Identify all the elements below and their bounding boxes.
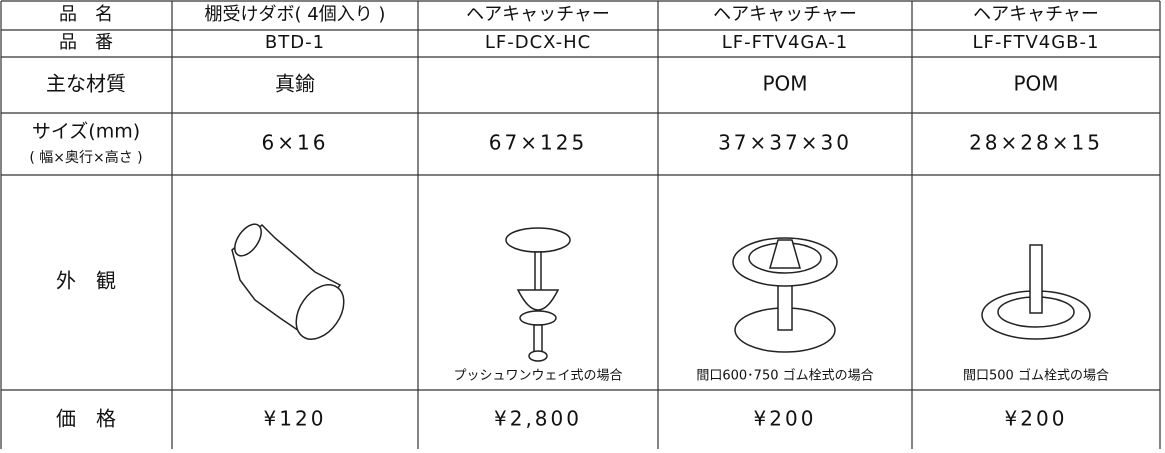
- image-caption: 間口600･750 ゴム栓式の場合: [696, 368, 873, 384]
- cell-text: 真鍮: [275, 72, 315, 96]
- cell-text: LF-FTV4GB-1: [973, 32, 1100, 53]
- image-caption: 間口500 ゴム栓式の場合: [963, 368, 1109, 384]
- cell-text: ヘアキャチャー: [973, 4, 1099, 25]
- cell-text: LF-FTV4GA-1: [722, 32, 849, 53]
- hair-catcher-gb-image: [981, 244, 1091, 340]
- image-caption: プッシュワンウェイ式の場合: [453, 369, 622, 384]
- row-header: サイズ(mm): [32, 121, 140, 143]
- cell-text: LF-DCX-HC: [485, 32, 591, 53]
- hair-catcher-push-image: [505, 227, 571, 362]
- cell-text: 6×16: [262, 131, 329, 155]
- row-header: 主な材質: [46, 72, 126, 96]
- cell-text: ヘアキャッチャー: [466, 4, 610, 25]
- cell-text: ¥200: [1005, 407, 1068, 431]
- row-header: 外 観: [56, 269, 116, 293]
- cell-text: 37×37×30: [718, 131, 852, 155]
- cell-text: ¥2,800: [494, 407, 582, 431]
- dowel-image: [231, 223, 345, 340]
- row-header: 価 格: [56, 407, 116, 431]
- cell-text: 棚受けダボ( 4個入り ): [205, 4, 386, 25]
- row-header: 品 名: [59, 4, 113, 25]
- cell-text: ¥200: [754, 407, 817, 431]
- cell-text: ヘアキャッチャー: [713, 4, 857, 25]
- row-header-sub: ( 幅×奥行×高さ ): [29, 149, 142, 166]
- cell-text: POM: [762, 72, 807, 96]
- cell-text: POM: [1013, 72, 1058, 96]
- cell-text: BTD-1: [265, 32, 325, 53]
- cell-text: 28×28×15: [969, 131, 1103, 155]
- row-header: 品 番: [59, 32, 113, 53]
- cell-text: 67×125: [489, 131, 587, 155]
- cell-text: ¥120: [264, 407, 327, 431]
- hair-catcher-ga-image: [732, 237, 838, 353]
